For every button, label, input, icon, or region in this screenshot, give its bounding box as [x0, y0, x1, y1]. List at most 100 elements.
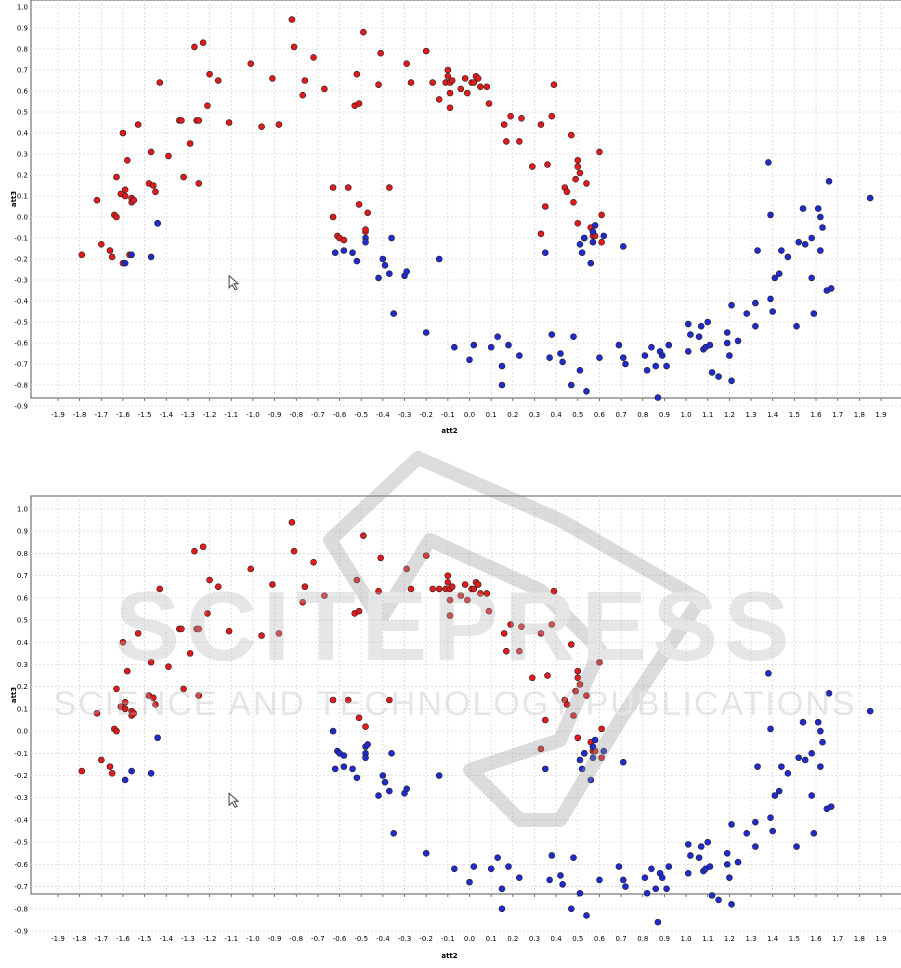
y-tick-label: -0.2 — [14, 256, 28, 264]
data-point-red — [191, 547, 198, 555]
data-point-blue — [808, 792, 815, 799]
data-point-red — [199, 39, 207, 47]
data-point-blue — [658, 352, 666, 359]
data-point-red — [464, 89, 471, 97]
data-point-blue — [570, 333, 577, 341]
data-point-red — [121, 186, 129, 193]
x-tick-label: 1.9 — [875, 935, 886, 943]
data-point-blue — [663, 885, 670, 893]
data-point-red — [377, 49, 385, 57]
data-point-red — [178, 625, 185, 633]
data-point-red — [474, 581, 482, 588]
data-point-blue — [643, 889, 651, 897]
data-point-blue — [801, 756, 809, 764]
data-point-blue — [619, 758, 627, 766]
data-point-red — [572, 175, 579, 183]
data-point-red — [598, 754, 605, 762]
data-point-red — [448, 583, 456, 591]
data-point-red — [344, 184, 352, 191]
data-point-red — [429, 79, 436, 86]
data-point-blue — [498, 362, 506, 370]
data-point-blue — [752, 818, 759, 826]
data-point-red — [195, 692, 203, 699]
data-point-red — [134, 630, 142, 637]
y-tick-label: 0.2 — [17, 172, 28, 180]
data-point-red — [550, 81, 558, 88]
data-point-red — [180, 685, 187, 693]
scatter-chart-top: -1.9 -1.8 -1.7 -1.6 -1.5 -1.4 -1.3 -1.2 -1.1 -1.0… — [10, 0, 901, 435]
y-tick-label: -0.1 — [14, 235, 28, 243]
x-tick-label: -0.6 — [333, 935, 347, 943]
data-point-red — [537, 121, 545, 128]
data-point-red — [461, 75, 469, 82]
data-point-blue — [546, 876, 553, 884]
data-point-red — [290, 547, 298, 555]
data-point-blue — [154, 220, 161, 227]
data-point-blue — [743, 310, 751, 317]
data-point-blue — [340, 752, 348, 759]
x-tick-label: 1.4 — [767, 411, 779, 419]
data-point-blue — [470, 863, 478, 870]
data-point-red — [121, 192, 129, 200]
data-point-blue — [715, 373, 722, 380]
data-point-blue — [810, 829, 818, 837]
data-point-blue — [708, 369, 716, 376]
x-tick-label: -1.6 — [116, 411, 130, 419]
data-point-red — [457, 85, 465, 93]
y-tick-label: -0.6 — [14, 861, 28, 869]
data-point-red — [529, 674, 536, 682]
x-axis-title: att2 — [441, 952, 457, 960]
data-point-red — [329, 213, 337, 221]
x-tick-label: 1.7 — [832, 411, 843, 419]
data-point-red — [204, 610, 211, 617]
data-point-red — [149, 694, 157, 702]
watermark-brand-text: SCITEPRESS — [115, 571, 796, 681]
data-point-blue — [619, 354, 627, 362]
x-tick-label: -0.4 — [376, 411, 390, 419]
data-point-red — [299, 598, 307, 606]
data-point-red — [147, 148, 155, 156]
data-point-blue — [697, 322, 705, 330]
data-point-blue — [576, 756, 584, 764]
x-tick-label: 0.9 — [659, 935, 670, 943]
data-point-blue — [684, 320, 692, 328]
data-point-blue — [379, 772, 387, 779]
x-tick-label: 0.7 — [616, 935, 627, 943]
data-point-blue — [386, 787, 393, 795]
data-point-red — [321, 85, 328, 93]
x-tick-label: 1.1 — [702, 411, 713, 419]
x-tick-label: -1.9 — [51, 935, 65, 943]
data-point-blue — [403, 785, 410, 793]
data-point-blue — [723, 849, 731, 857]
data-point-blue — [654, 918, 662, 926]
data-point-blue — [583, 387, 590, 395]
data-point-red — [596, 658, 603, 666]
y-tick-label: 0.2 — [17, 683, 28, 691]
data-point-red — [574, 220, 582, 227]
data-point-red — [598, 211, 605, 219]
x-tick-label: -0.8 — [289, 935, 303, 943]
data-point-blue — [784, 770, 792, 777]
data-point-red — [269, 75, 276, 82]
x-tick-label: -0.7 — [311, 935, 325, 943]
x-tick-label: 0.4 — [551, 935, 563, 943]
x-tick-label: 0.5 — [572, 935, 583, 943]
data-point-blue — [557, 350, 564, 357]
data-point-blue — [578, 765, 586, 773]
data-point-red — [165, 663, 172, 670]
data-point-red — [446, 596, 454, 604]
x-tick-label: -1.2 — [203, 935, 217, 943]
data-point-red — [134, 121, 142, 128]
data-point-red — [119, 638, 127, 646]
data-point-blue — [570, 854, 577, 862]
data-point-blue — [817, 213, 824, 221]
data-point-blue — [600, 232, 608, 240]
data-point-red — [375, 81, 382, 88]
data-point-blue — [587, 776, 595, 784]
data-point-red — [598, 725, 605, 733]
x-tick-label: 1.5 — [789, 935, 800, 943]
data-point-red — [195, 117, 203, 124]
data-point-blue — [743, 829, 751, 837]
data-point-blue — [734, 337, 742, 345]
data-point-blue — [778, 247, 785, 254]
